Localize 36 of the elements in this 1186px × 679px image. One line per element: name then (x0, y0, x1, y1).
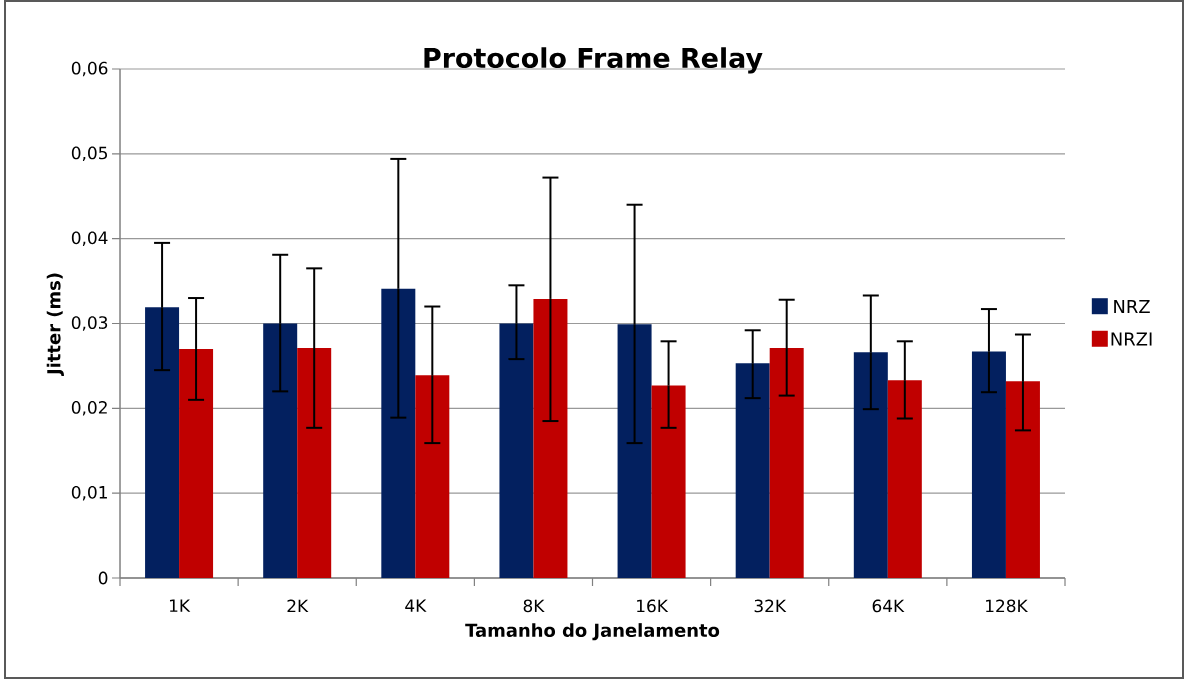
y-tick-label: 0,06 (71, 61, 108, 77)
x-tick-label: 128K (986, 599, 1029, 613)
legend-label: NRZI (1111, 332, 1152, 346)
y-tick-label: 0 (98, 571, 108, 585)
bar (617, 324, 652, 578)
legend-label: NRZ (1114, 299, 1150, 313)
bar (853, 352, 888, 578)
y-tick-label: 0,04 (71, 231, 108, 246)
bar (381, 288, 416, 578)
bar (651, 385, 686, 578)
x-tick-label: 16K (637, 599, 669, 613)
bar (263, 323, 298, 578)
bar (533, 298, 568, 578)
x-tick-label: 4K (405, 599, 427, 612)
bar (1005, 381, 1040, 578)
x-tick-label: 2K (287, 599, 309, 613)
bar (971, 351, 1006, 578)
bar (145, 307, 180, 578)
y-tick-label: 0,05 (71, 146, 107, 162)
bar (735, 363, 770, 578)
chart-title: Protocolo Frame Relay (424, 47, 763, 74)
bar (887, 380, 922, 578)
x-tick-label: 64K (872, 599, 905, 613)
bar (297, 348, 332, 578)
bar (179, 348, 214, 578)
y-tick-label: 0,01 (71, 485, 107, 501)
x-tick-label: 32K (754, 599, 787, 613)
y-tick-label: 0,03 (71, 316, 108, 331)
x-tick-label: 1K (169, 599, 191, 612)
bar (499, 323, 534, 578)
y-axis-title: Jitter (ms) (46, 273, 64, 376)
bar (769, 348, 804, 578)
y-tick-label: 0,02 (71, 401, 107, 416)
bar (415, 375, 450, 578)
x-axis-title: Tamanho do Janelamento (465, 623, 720, 641)
x-tick-label: 8K (523, 599, 545, 613)
